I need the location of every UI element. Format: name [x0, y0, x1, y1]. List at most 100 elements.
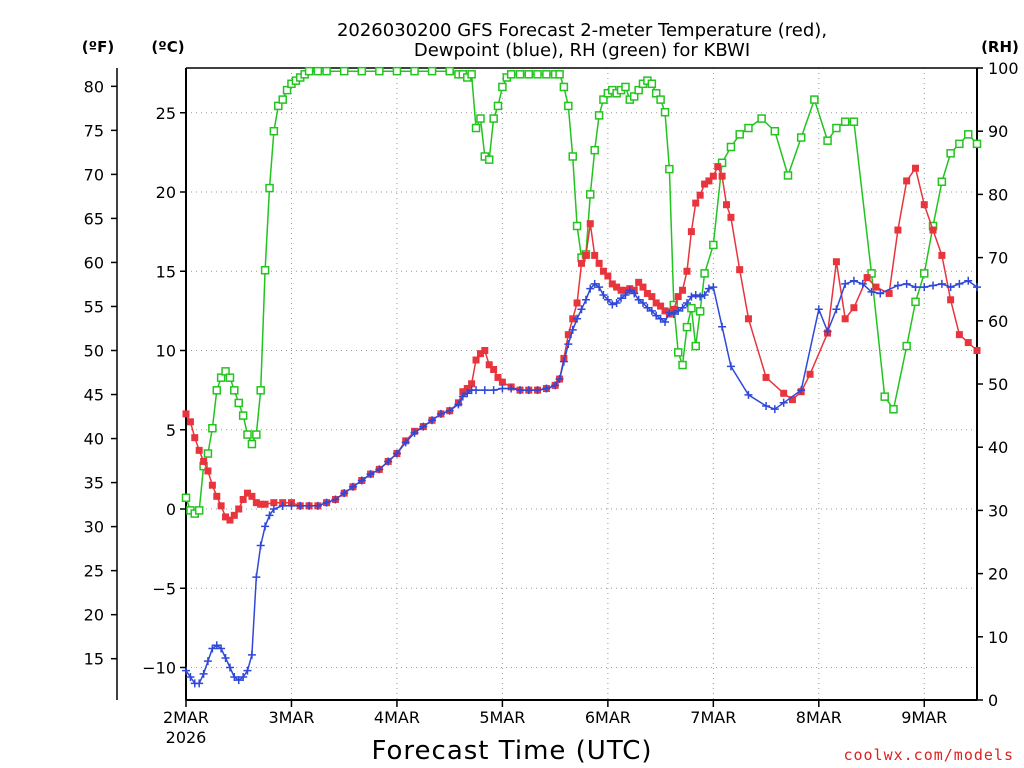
- temperature-point: [498, 378, 506, 386]
- temperature-point: [573, 299, 581, 307]
- temperature-point: [832, 258, 840, 266]
- temperature-point: [485, 361, 493, 369]
- rh-point: [216, 373, 226, 382]
- dewpoint-point: [661, 317, 670, 326]
- dewpoint-point: [410, 428, 419, 437]
- dewpoint-point: [762, 401, 771, 410]
- dewpoint-point: [203, 657, 212, 666]
- rh-point: [946, 149, 955, 158]
- temperature-point: [872, 283, 880, 291]
- dewpoint-point: [436, 409, 445, 418]
- temperature-point: [599, 267, 607, 275]
- rh-point: [304, 66, 314, 76]
- temperature-point: [481, 347, 489, 354]
- temperature-point: [608, 280, 616, 288]
- dewpoint-point: [225, 663, 234, 672]
- dewpoint-point: [221, 653, 230, 662]
- temperature-point: [604, 272, 612, 280]
- dewpoint-point: [656, 314, 665, 323]
- temperature-point: [586, 220, 594, 228]
- dewpoint-point: [823, 327, 832, 336]
- dewpoint-point: [542, 384, 551, 393]
- rh-point: [322, 66, 331, 76]
- rh-point: [238, 411, 248, 420]
- rh-tick-label: 70: [988, 249, 1008, 268]
- rh-point: [665, 164, 674, 174]
- dewpoint-point: [608, 300, 617, 309]
- dewpoint-point: [454, 400, 463, 409]
- temperature-point: [468, 380, 476, 388]
- temperature-point: [670, 305, 678, 313]
- x-tick-sublabel: 2026: [166, 728, 207, 747]
- temperature-point: [270, 499, 278, 507]
- rh-tick-label: 50: [988, 375, 1008, 394]
- tick-labels: 15 20 25 30 35 40 45 50 55 60 65 70 75 80 −10 −5 0 5 10 15 2…: [84, 59, 1019, 747]
- rh-point: [709, 240, 718, 250]
- dewpoint-point: [841, 279, 850, 288]
- rh-point: [599, 95, 608, 104]
- dewpoint-point: [322, 498, 331, 507]
- dewpoint-point: [770, 405, 779, 414]
- temperature-point: [648, 293, 656, 301]
- rh-point: [832, 123, 841, 133]
- rh-tick-label: 90: [988, 122, 1008, 141]
- temperature-point: [705, 177, 713, 185]
- rh-point: [700, 269, 709, 278]
- temperature-point: [683, 267, 691, 275]
- temperature-point: [217, 502, 225, 510]
- rh-point: [937, 177, 947, 187]
- rh-point: [634, 85, 643, 95]
- fahrenheit-tick-label: 40: [84, 430, 104, 449]
- rh-line: [185, 70, 978, 515]
- dewpoint-point: [559, 357, 568, 366]
- dewpoint-point: [212, 641, 221, 650]
- dewpoint-point: [331, 495, 340, 504]
- rh-point: [533, 70, 542, 79]
- rh-point: [515, 70, 525, 79]
- temperature-point: [723, 201, 731, 209]
- dewpoint-point: [313, 501, 322, 510]
- rh-point: [572, 221, 582, 231]
- rh-point: [392, 66, 402, 76]
- rh-point: [252, 430, 261, 439]
- rh-point: [278, 95, 287, 104]
- temperature-point: [463, 385, 471, 393]
- rh-point: [880, 392, 889, 401]
- dewpoint-point: [489, 386, 498, 395]
- fahrenheit-tick-label: 35: [84, 474, 104, 493]
- x-tick-label: 7MAR: [690, 708, 736, 727]
- dewpoint-point: [472, 386, 481, 395]
- rh-point: [498, 82, 507, 92]
- temperature-point: [213, 492, 221, 500]
- temperature-point: [191, 434, 199, 442]
- rh-point: [673, 348, 683, 357]
- dewpoint-point: [595, 283, 604, 292]
- rh-point: [955, 139, 964, 149]
- rh-tick-label: 0: [988, 691, 998, 710]
- temperature-point: [257, 500, 265, 508]
- dewpoint-point: [428, 416, 437, 425]
- dewpoint-point: [893, 281, 902, 290]
- dewpoint-point: [305, 501, 314, 510]
- dewpoint-point: [278, 501, 287, 510]
- temperature-point: [920, 201, 928, 209]
- temperature-point: [490, 366, 498, 374]
- dewpoint-point: [581, 295, 590, 304]
- rh-point: [484, 155, 494, 164]
- chart-title-line1: 2026030200 GFS Forecast 2-meter Temperat…: [337, 20, 827, 41]
- temperature-point: [635, 278, 643, 286]
- dewpoint-point: [586, 284, 595, 293]
- dewpoint-point: [195, 679, 204, 688]
- dewpoint-point: [230, 673, 239, 682]
- dewpoint-point: [366, 470, 375, 479]
- dewpoint-point: [340, 489, 349, 498]
- dewpoint-point: [458, 392, 467, 401]
- temperature-point: [780, 389, 788, 397]
- rh-point: [682, 322, 692, 332]
- x-tick-label: 9MAR: [901, 708, 947, 727]
- rh-point: [920, 269, 929, 278]
- celsius-tick-label: 5: [166, 421, 176, 440]
- rh-point: [770, 126, 780, 136]
- dewpoint-point: [296, 501, 305, 510]
- rh-point: [687, 303, 696, 313]
